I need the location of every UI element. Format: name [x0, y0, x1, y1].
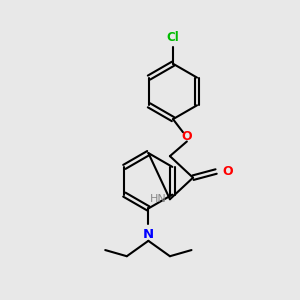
Text: O: O — [182, 130, 192, 142]
Text: HN: HN — [150, 194, 167, 204]
Text: Cl: Cl — [167, 31, 179, 44]
Text: N: N — [143, 229, 154, 242]
Text: O: O — [222, 165, 233, 178]
